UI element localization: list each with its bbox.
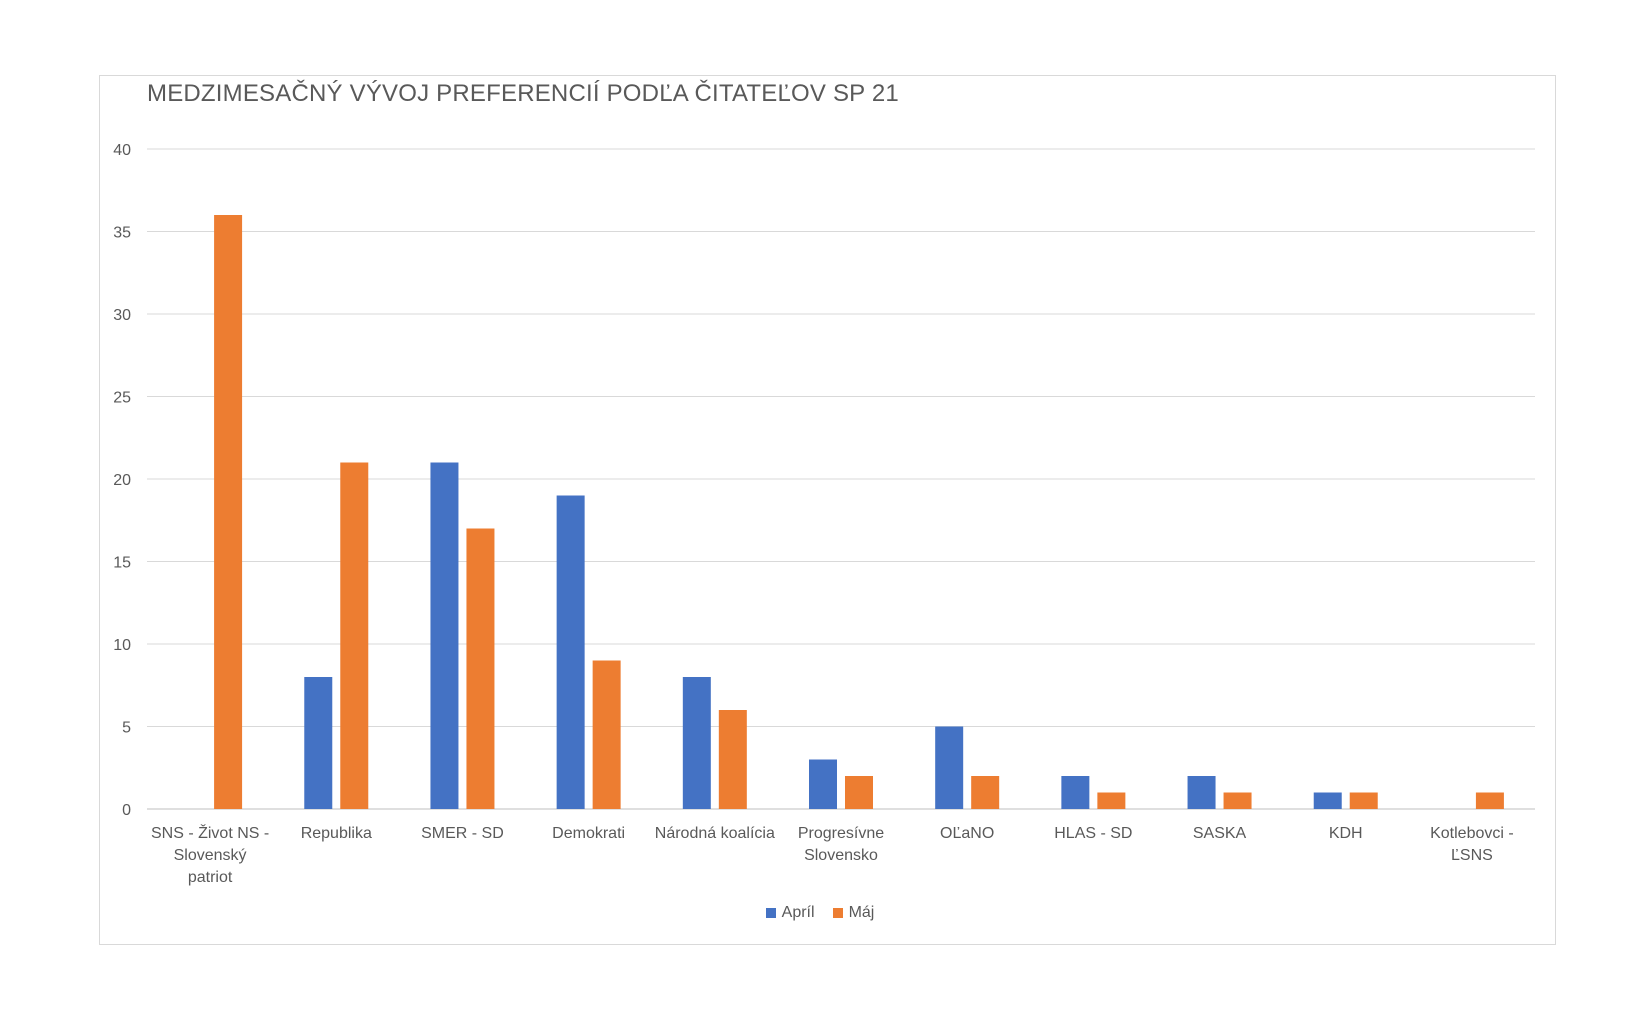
- bar-maj: [592, 660, 621, 809]
- legend-swatch-april: [765, 908, 776, 918]
- bar-maj: [971, 776, 1000, 809]
- bar-april: [1061, 776, 1090, 809]
- legend-label-maj: Máj: [848, 904, 875, 921]
- bar-maj: [466, 528, 495, 809]
- y-tick-label: 35: [113, 225, 131, 242]
- chart-title: MEDZIMESAČNÝ VÝVOJ PREFERENCIÍ PODĽA ČIT…: [147, 80, 899, 107]
- x-category-label: SNS - Život NS -Slovenský patriot: [151, 823, 269, 886]
- legend-item-maj: Máj: [832, 904, 875, 922]
- bar-april: [682, 677, 711, 809]
- bar-maj: [718, 710, 747, 809]
- x-category-label: Národná koalícia: [655, 825, 775, 842]
- legend-item-april: Apríl: [765, 904, 815, 922]
- bar-maj: [1475, 792, 1504, 809]
- x-category-label: SASKA: [1193, 825, 1247, 842]
- y-tick-label: 25: [113, 390, 131, 407]
- bar-maj: [1223, 792, 1252, 809]
- bar-maj: [214, 215, 243, 809]
- x-category-label: Demokrati: [552, 825, 625, 842]
- x-category-label: HLAS - SD: [1054, 825, 1132, 842]
- bar-maj: [340, 462, 369, 809]
- bar-maj: [1097, 792, 1126, 809]
- bar-april: [304, 677, 333, 809]
- x-category-label: KDH: [1329, 825, 1363, 842]
- y-tick-label: 5: [122, 720, 131, 737]
- legend-swatch-maj: [832, 908, 843, 918]
- y-tick-label: 20: [113, 472, 131, 489]
- x-category-label: Republika: [301, 825, 372, 842]
- legend-label-april: Apríl: [781, 904, 815, 921]
- bar-april: [1313, 792, 1342, 809]
- x-category-label: SMER - SD: [421, 825, 504, 842]
- y-tick-label: 40: [113, 142, 131, 159]
- bar-april: [556, 495, 585, 809]
- bar-april: [430, 462, 459, 809]
- y-tick-label: 15: [113, 555, 131, 572]
- bar-april: [1187, 776, 1216, 809]
- y-tick-label: 30: [113, 307, 131, 324]
- x-category-label: Progresívne Slovensko: [798, 825, 884, 864]
- bar-maj: [1349, 792, 1378, 809]
- x-category-label: Kotlebovci -ĽSNS: [1430, 825, 1514, 864]
- bar-april: [935, 726, 964, 809]
- bar-april: [809, 759, 837, 809]
- x-category-label: OĽaNO: [940, 825, 994, 842]
- y-tick-label: 0: [122, 802, 131, 819]
- legend: Apríl Máj: [0, 904, 1640, 922]
- y-tick-label: 10: [113, 637, 131, 654]
- bar-maj: [845, 776, 873, 809]
